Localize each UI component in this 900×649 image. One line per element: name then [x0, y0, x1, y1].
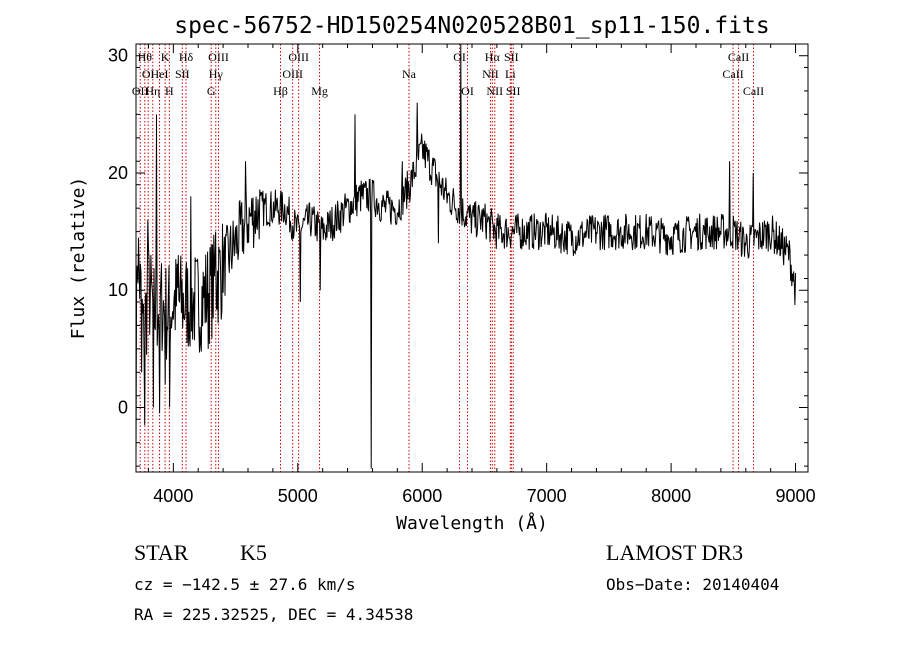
line-marker-label: OIII: [208, 50, 229, 64]
line-marker-label: SII: [175, 67, 190, 81]
y-tick-label: 20: [108, 163, 128, 183]
line-marker-label: OIII: [288, 50, 309, 64]
line-marker-label: HeI: [151, 67, 169, 81]
line-marker-label: H: [165, 84, 174, 98]
line-marker-label: CaII: [722, 67, 743, 81]
line-marker-label: K: [161, 50, 170, 64]
y-tick-label: 30: [108, 46, 128, 66]
x-tick-label: 5000: [278, 486, 318, 506]
line-marker-label: Mg: [311, 84, 328, 98]
x-tick-label: 6000: [402, 486, 442, 506]
line-marker-label: Li: [505, 67, 516, 81]
line-marker-labels: OIIHθOIHηHeIKHSIIHδGHγOIIIHβOIIIOIIIMgNa…: [132, 50, 764, 98]
x-tick-label: 7000: [527, 486, 567, 506]
line-marker-label: Hα: [485, 50, 501, 64]
line-marker-label: Hθ: [138, 50, 153, 64]
line-marker-label: OI: [461, 84, 474, 98]
line-marker-label: NII: [486, 84, 503, 98]
y-tick-label: 0: [118, 398, 128, 418]
plot-frame: [135, 43, 809, 473]
line-marker-label: SII: [506, 84, 521, 98]
x-tick-label: 9000: [776, 486, 816, 506]
line-marker-label: OIII: [282, 67, 303, 81]
line-marker-label: Hη: [145, 84, 160, 98]
chart-title: spec-56752-HD150254N020528B01_sp11-150.f…: [174, 13, 769, 39]
line-marker-label: CaII: [743, 84, 764, 98]
y-tick-label: 10: [108, 280, 128, 300]
x-tick-label: 4000: [153, 486, 193, 506]
x-axis-label: Wavelength (Å): [396, 512, 548, 534]
y-axis-label: Flux (relative): [68, 177, 89, 340]
object-subclass: K5: [240, 540, 267, 565]
line-marker-label: OI: [453, 50, 466, 64]
x-axis-ticks: 4000 5000 6000 7000 8000 9000: [147, 44, 816, 506]
line-markers: [139, 44, 754, 472]
line-marker-label: Hδ: [179, 50, 194, 64]
line-marker-label: SII: [504, 50, 519, 64]
line-marker-label: Hβ: [273, 84, 288, 98]
observation-date: Obs−Date: 20140404: [606, 575, 779, 594]
survey-name: LAMOST DR3: [606, 540, 743, 565]
redshift-velocity: cz = −142.5 ± 27.6 km/s: [134, 575, 356, 594]
line-marker-label: Na: [402, 67, 417, 81]
spectrum-series: [135, 43, 797, 469]
line-marker-label: OI: [142, 67, 155, 81]
line-marker-label: Hγ: [209, 67, 224, 81]
y-axis-ticks: 0 10 20 30: [108, 46, 808, 467]
coordinates: RA = 225.32525, DEC = 4.34538: [134, 605, 413, 624]
line-marker-label: NII: [482, 67, 499, 81]
line-marker-label: CaII: [728, 50, 749, 64]
object-class: STAR: [134, 540, 189, 565]
line-marker-label: G: [207, 84, 216, 98]
x-tick-label: 8000: [651, 486, 691, 506]
